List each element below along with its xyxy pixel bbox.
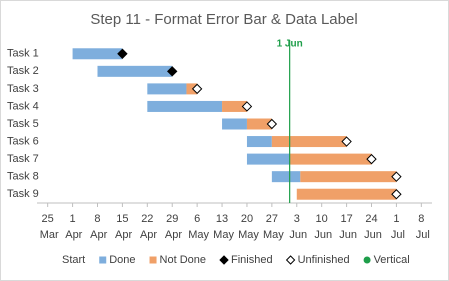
legend-label: Unfinished xyxy=(298,254,350,266)
marker xyxy=(391,171,402,182)
marker xyxy=(366,153,377,165)
x-tick-label: 13 May xyxy=(210,213,234,241)
x-tick-label: 17 Jun xyxy=(336,213,357,241)
x-tick-label: 6 May xyxy=(185,213,209,241)
x-tick-label: 15 Apr xyxy=(113,213,133,241)
marker xyxy=(191,83,203,95)
x-tick-label: 27 May xyxy=(260,213,284,241)
legend-label: Finished xyxy=(231,254,273,266)
chart-title: Step 11 - Format Error Bar & Data Label xyxy=(90,11,357,28)
y-tick-label: Task 6 xyxy=(7,135,39,147)
bar-segment xyxy=(300,171,397,183)
bar-segment xyxy=(289,153,372,165)
legend-label: Vertical xyxy=(374,254,410,266)
bar-segment xyxy=(246,118,272,130)
x-tick-label: 22 Apr xyxy=(138,213,158,241)
x-tick-label: 8 Apr xyxy=(88,213,108,241)
marker xyxy=(341,136,352,147)
x-tick-label: 3 Jun xyxy=(286,213,307,241)
x-tick-label: 10 Jun xyxy=(311,213,332,241)
legend-item: Start xyxy=(62,254,85,266)
bar-segment xyxy=(271,171,301,183)
bar-segment xyxy=(222,118,247,130)
legend-swatch xyxy=(285,255,296,265)
bar-segment xyxy=(246,153,290,165)
legend-label: Not Done xyxy=(160,254,206,266)
today-label: 1 Jun xyxy=(277,39,303,50)
y-tick-label: Task 1 xyxy=(7,48,39,60)
legend-item: Not Done xyxy=(149,254,206,266)
bar-segment xyxy=(147,83,187,95)
y-tick-label: Task 8 xyxy=(7,171,39,183)
bar-segment xyxy=(186,83,198,95)
marker xyxy=(117,48,128,59)
marker xyxy=(391,189,402,200)
legend-item: Done xyxy=(99,254,136,266)
bar-segment xyxy=(271,136,347,148)
legend-swatch xyxy=(99,256,107,264)
legend-item: Unfinished xyxy=(285,254,350,266)
x-tick-label: 8 Jul xyxy=(413,213,430,241)
bar-segment xyxy=(222,100,247,112)
y-tick-label: Task 2 xyxy=(7,65,39,77)
bar-segment xyxy=(246,136,272,148)
x-tick-label: 25 Mar xyxy=(37,213,59,241)
x-tick-label: 1 Apr xyxy=(63,213,83,241)
y-tick-label: Task 9 xyxy=(7,188,39,200)
y-tick-label: Task 3 xyxy=(7,83,39,95)
legend-item: Finished xyxy=(219,254,273,266)
legend-item: Vertical xyxy=(363,254,410,266)
y-tick-label: Task 4 xyxy=(7,100,39,112)
legend-label: Start xyxy=(62,254,85,266)
x-tick-label: 20 May xyxy=(235,213,259,241)
bar-segment xyxy=(72,48,123,60)
marker xyxy=(241,101,253,112)
marker xyxy=(266,118,278,130)
bar-segment xyxy=(147,100,223,112)
legend-swatch xyxy=(219,255,229,265)
legend-label: Done xyxy=(109,254,135,266)
bar-segment xyxy=(296,188,397,200)
y-tick-label: Task 5 xyxy=(7,118,39,130)
legend-swatch xyxy=(149,256,157,264)
bar-segment xyxy=(97,65,173,77)
x-tick-label: 29 Apr xyxy=(162,213,182,241)
marker xyxy=(167,66,178,77)
x-tick-label: 1 Jul xyxy=(388,213,405,241)
legend-swatch xyxy=(363,256,371,264)
x-tick-label: 24 Jun xyxy=(361,213,382,241)
y-tick-label: Task 7 xyxy=(7,153,39,165)
